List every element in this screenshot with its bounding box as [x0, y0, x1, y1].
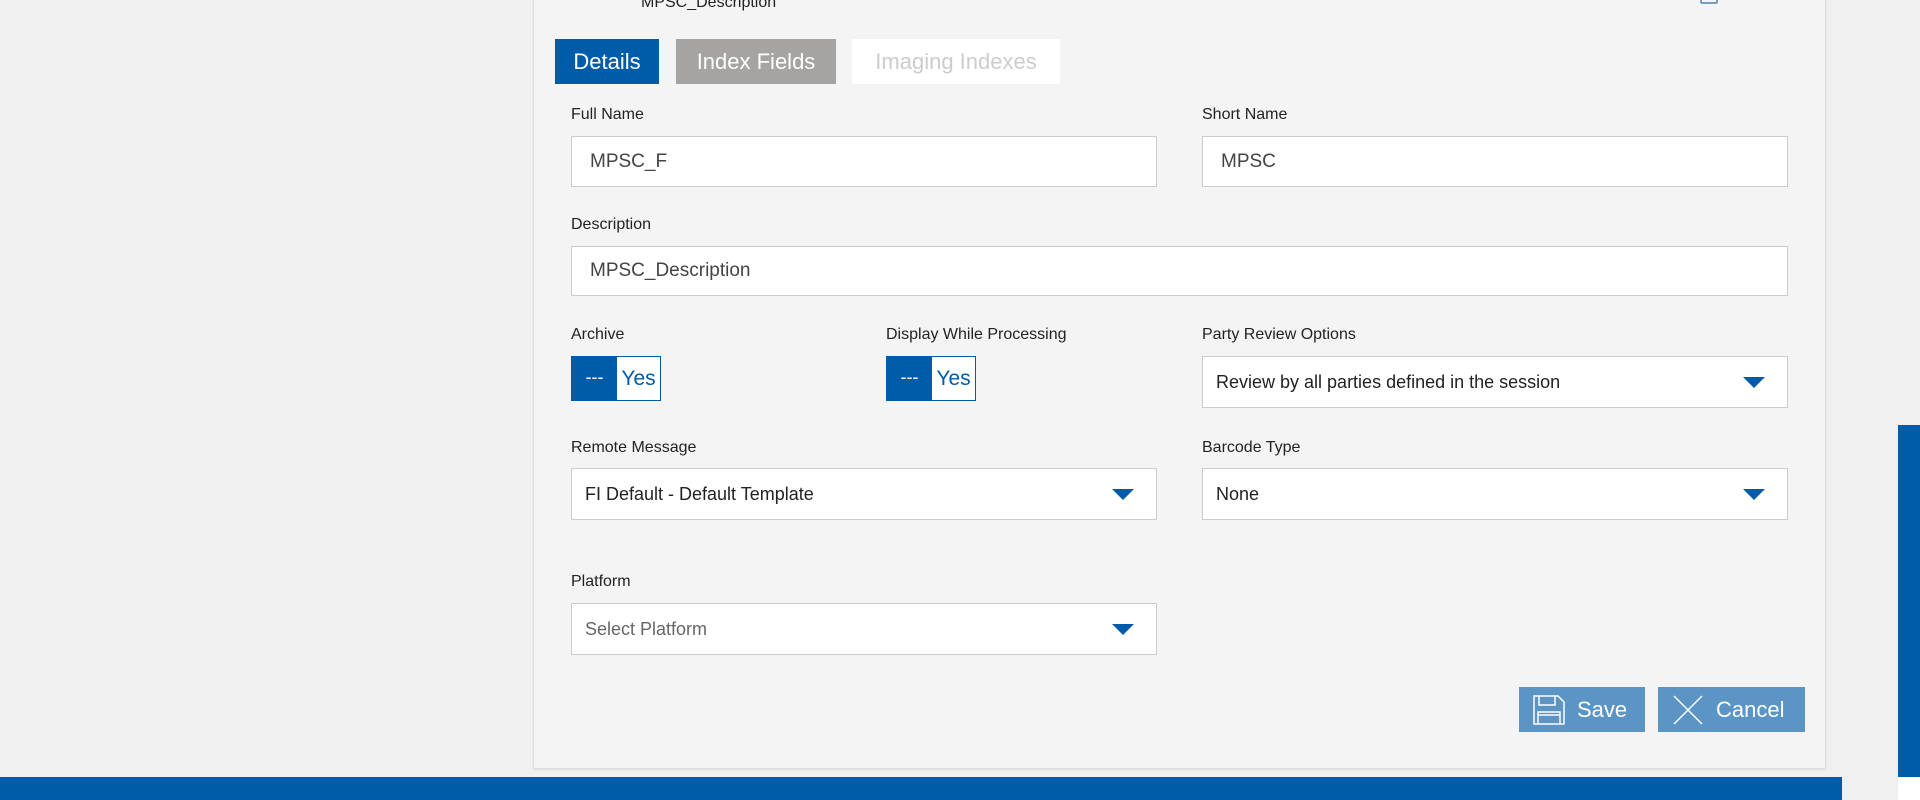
platform-label: Platform [571, 573, 631, 590]
footer-bar [0, 777, 1842, 800]
edit-icon[interactable] [1700, 0, 1718, 4]
platform-select[interactable]: Select Platform [571, 603, 1157, 655]
tab-imaging-indexes: Imaging Indexes [852, 39, 1060, 84]
remote-message-select[interactable]: FI Default - Default Template [571, 468, 1157, 520]
chevron-down-icon [1743, 376, 1765, 388]
short-name-input[interactable]: MPSC [1202, 136, 1788, 187]
full-name-input[interactable]: MPSC_F [571, 136, 1157, 187]
save-label: Save [1577, 696, 1628, 722]
scrollbar-thumb[interactable] [1898, 425, 1920, 777]
display-while-processing-label: Display While Processing [886, 326, 1067, 343]
party-review-select[interactable]: Review by all parties defined in the ses… [1202, 356, 1788, 408]
toggle-off-option[interactable]: --- [887, 357, 932, 400]
chevron-down-icon [1743, 488, 1765, 500]
close-icon [1673, 694, 1703, 725]
chevron-down-icon [1112, 623, 1134, 635]
save-icon [1533, 694, 1565, 725]
tab-index-fields[interactable]: Index Fields [676, 39, 836, 84]
remote-message-value: FI Default - Default Template [585, 483, 814, 504]
description-preview: MPSC_Description [641, 0, 777, 11]
archive-toggle[interactable]: --- Yes [571, 356, 661, 401]
description-label: Description [571, 216, 652, 233]
platform-placeholder: Select Platform [585, 618, 708, 639]
cancel-label: Cancel [1716, 696, 1785, 722]
description-input[interactable]: MPSC_Description [571, 246, 1788, 296]
scrollbar-track[interactable] [1898, 777, 1920, 800]
remote-message-label: Remote Message [571, 439, 697, 456]
toggle-yes-option[interactable]: Yes [936, 367, 971, 390]
save-button[interactable]: Save [1519, 687, 1645, 732]
toggle-off-option[interactable]: --- [572, 357, 617, 400]
cancel-button[interactable]: Cancel [1658, 687, 1805, 732]
chevron-down-icon [1112, 488, 1134, 500]
party-review-value: Review by all parties defined in the ses… [1216, 371, 1561, 392]
short-name-label: Short Name [1202, 106, 1288, 123]
party-review-label: Party Review Options [1202, 326, 1356, 343]
barcode-type-select[interactable]: None [1202, 468, 1788, 520]
barcode-type-value: None [1216, 483, 1260, 504]
toggle-yes-option[interactable]: Yes [621, 367, 656, 390]
archive-label: Archive [571, 326, 625, 343]
tab-details[interactable]: Details [555, 39, 659, 84]
barcode-type-label: Barcode Type [1202, 439, 1301, 456]
full-name-label: Full Name [571, 106, 644, 123]
display-while-processing-toggle[interactable]: --- Yes [886, 356, 976, 401]
